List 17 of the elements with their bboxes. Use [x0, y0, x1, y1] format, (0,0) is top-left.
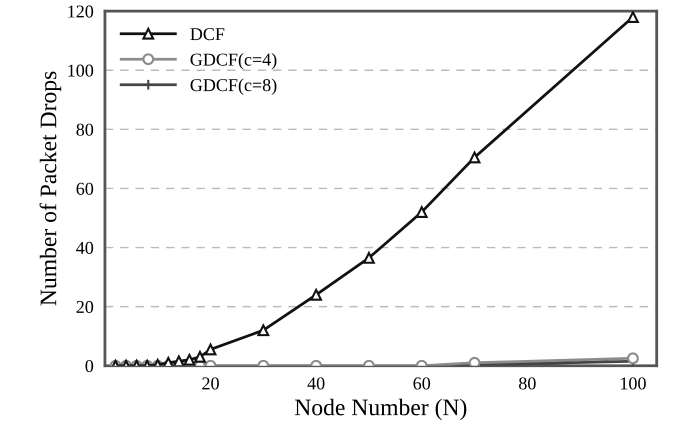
x-tick-label: 20: [202, 377, 219, 390]
y-tick-label: 100: [68, 64, 94, 77]
x-tick-label: 40: [307, 377, 324, 390]
y-tick-label: 40: [76, 242, 94, 254]
legend-label: DCF: [190, 28, 224, 40]
x-tick-label: 100: [620, 377, 646, 390]
x-tick-label: 60: [413, 377, 430, 390]
y-tick-label: 60: [76, 182, 94, 195]
x-axis-title: Node Number (N): [294, 398, 466, 420]
y-tick-label: 0: [85, 360, 94, 372]
y-axis-title: Number of Packet Drops: [40, 72, 62, 306]
y-tick-label: 20: [76, 300, 94, 314]
y-tick-label: 80: [76, 124, 94, 136]
x-tick-label: 80: [518, 377, 536, 390]
y-tick-label: 120: [68, 5, 94, 18]
legend-label: GDCF(c=4): [190, 53, 276, 70]
legend-label: GDCF(c=8): [190, 78, 276, 95]
